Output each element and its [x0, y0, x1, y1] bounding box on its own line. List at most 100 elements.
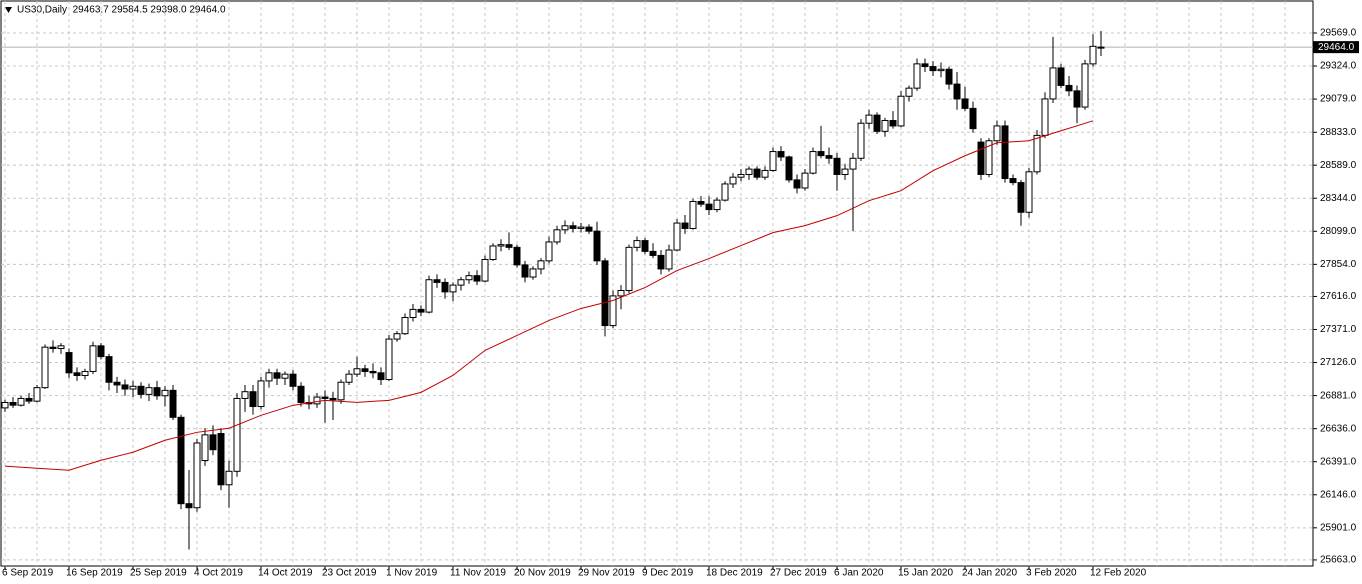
menu-arrow[interactable] [5, 7, 12, 13]
candle-body [433, 279, 441, 283]
candle-body [417, 308, 425, 313]
candle-body [169, 389, 177, 418]
candle-body [1049, 67, 1057, 100]
candle-body [1033, 134, 1041, 173]
candle-body [217, 433, 225, 486]
candle-body [1089, 45, 1097, 65]
candle-body [609, 295, 617, 327]
x-tick-label: 6 Jan 2020 [834, 568, 884, 579]
candle-body [137, 385, 145, 395]
candle-body [209, 434, 217, 451]
candle-body [569, 225, 577, 229]
candle-body [889, 120, 897, 127]
candle-body [161, 389, 169, 397]
current-price-label: 29464.0 [1318, 42, 1355, 53]
candle-body [249, 391, 257, 408]
candle-body [401, 316, 409, 335]
candle-body [201, 434, 209, 462]
candle-body [473, 275, 481, 282]
x-tick-label: 14 Oct 2019 [258, 568, 313, 579]
candle-body [17, 397, 25, 406]
x-tick-label: 6 Sep 2019 [2, 568, 54, 579]
y-tick-label: 28833.0 [1320, 127, 1357, 138]
candle-body [1025, 171, 1033, 213]
candle-body [689, 200, 697, 229]
candle-body [737, 173, 745, 178]
candle-body [353, 368, 361, 375]
candle-body [329, 397, 337, 401]
candle-body [1081, 63, 1089, 108]
candle-body [697, 200, 705, 205]
x-tick-label: 15 Jan 2020 [898, 568, 953, 579]
candle-body [489, 245, 497, 260]
candle-body [801, 172, 809, 189]
candle-body [1009, 178, 1017, 184]
candle-body [649, 250, 657, 256]
candle-body [585, 226, 593, 232]
candle-body [857, 122, 865, 159]
candle-body [377, 372, 385, 381]
y-tick-label: 27126.0 [1320, 357, 1357, 368]
candle-body [577, 226, 585, 229]
x-tick-label: 11 Nov 2019 [450, 568, 506, 579]
candle-body [241, 391, 249, 399]
x-tick-label: 9 Dec 2019 [642, 568, 694, 579]
candle-body [1017, 182, 1025, 213]
candle-body [713, 199, 721, 211]
candle-body [601, 260, 609, 327]
candle-body [449, 284, 457, 293]
y-tick-label: 25663.0 [1320, 555, 1357, 566]
candle-body [841, 168, 849, 175]
candle-body [633, 240, 641, 248]
candle-body [185, 503, 193, 509]
candle-body [1041, 98, 1049, 136]
candle-body [681, 222, 689, 229]
candle-body [225, 470, 233, 486]
candle-body [89, 345, 97, 372]
x-tick-label: 20 Nov 2019 [514, 568, 571, 579]
y-tick-label: 28099.0 [1320, 226, 1357, 237]
candle-body [505, 244, 513, 248]
candle-body [673, 222, 681, 251]
candle-body [257, 380, 265, 408]
grid-layer [1, 1, 1313, 566]
y-tick-label: 25901.0 [1320, 522, 1357, 533]
candle-body [761, 169, 769, 178]
moving-average [4, 120, 1094, 471]
x-tick-label: 16 Sep 2019 [66, 568, 123, 579]
candle-body [97, 345, 105, 358]
y-tick-label: 27854.0 [1320, 259, 1357, 270]
candle-body [313, 396, 321, 405]
candle-body [913, 63, 921, 89]
candle-body [361, 368, 369, 372]
candle-body [321, 396, 329, 399]
y-tick-label: 29324.0 [1320, 61, 1357, 72]
candle-body [1097, 46, 1105, 49]
candle-body [345, 373, 353, 383]
candle-body [809, 151, 817, 174]
candle-body [193, 442, 201, 509]
candle-body [873, 114, 881, 132]
candle-body [297, 385, 305, 403]
y-tick-label: 26391.0 [1320, 456, 1357, 467]
candle-body [977, 141, 985, 175]
candle-body [625, 246, 633, 292]
candle-body [1057, 67, 1065, 86]
x-tick-label: 1 Nov 2019 [386, 568, 438, 579]
candle-body [281, 373, 289, 379]
candle-body [537, 260, 545, 270]
candle-body [785, 156, 793, 181]
candle-body [545, 241, 553, 262]
candle-body [65, 352, 73, 374]
candle-body [273, 372, 281, 379]
y-tick-label: 28344.0 [1320, 193, 1357, 204]
x-tick-label: 24 Jan 2020 [962, 568, 1017, 579]
candle-body [529, 268, 537, 278]
candle-body [9, 401, 17, 406]
candle-body [593, 230, 601, 262]
candle-body [769, 151, 777, 171]
y-tick-label: 26146.0 [1320, 489, 1357, 500]
candle-body [825, 155, 833, 159]
